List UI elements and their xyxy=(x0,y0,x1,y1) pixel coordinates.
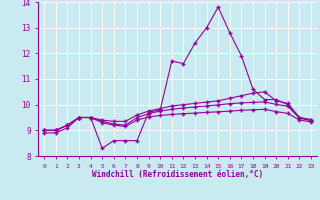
X-axis label: Windchill (Refroidissement éolien,°C): Windchill (Refroidissement éolien,°C) xyxy=(92,170,263,179)
